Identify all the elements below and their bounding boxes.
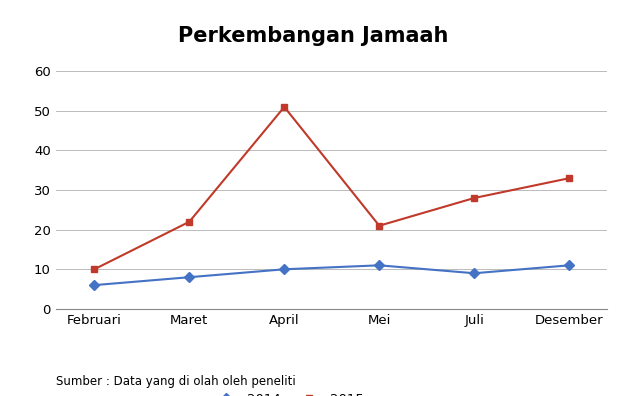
Legend: 2014, 2015: 2014, 2015 xyxy=(207,388,369,396)
Text: Perkembangan Jamaah: Perkembangan Jamaah xyxy=(178,26,448,46)
Text: Sumber : Data yang di olah oleh peneliti: Sumber : Data yang di olah oleh peneliti xyxy=(56,375,296,388)
